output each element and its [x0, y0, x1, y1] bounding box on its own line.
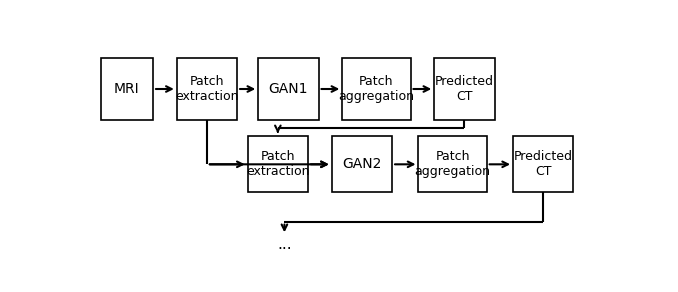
- Text: Patch
extraction: Patch extraction: [246, 150, 310, 178]
- FancyBboxPatch shape: [342, 58, 411, 121]
- Text: ...: ...: [277, 237, 292, 252]
- Text: GAN2: GAN2: [342, 157, 382, 171]
- FancyBboxPatch shape: [247, 136, 308, 192]
- Text: Predicted
CT: Predicted CT: [435, 75, 494, 103]
- Text: Predicted
CT: Predicted CT: [514, 150, 573, 178]
- FancyBboxPatch shape: [332, 136, 392, 192]
- Text: Patch
aggregation: Patch aggregation: [414, 150, 491, 178]
- FancyBboxPatch shape: [258, 58, 319, 121]
- Text: Patch
extraction: Patch extraction: [175, 75, 239, 103]
- Text: MRI: MRI: [114, 82, 140, 96]
- Text: GAN1: GAN1: [268, 82, 308, 96]
- Text: Patch
aggregation: Patch aggregation: [338, 75, 414, 103]
- FancyBboxPatch shape: [418, 136, 487, 192]
- FancyBboxPatch shape: [100, 58, 153, 121]
- FancyBboxPatch shape: [513, 136, 574, 192]
- FancyBboxPatch shape: [434, 58, 495, 121]
- FancyBboxPatch shape: [177, 58, 237, 121]
